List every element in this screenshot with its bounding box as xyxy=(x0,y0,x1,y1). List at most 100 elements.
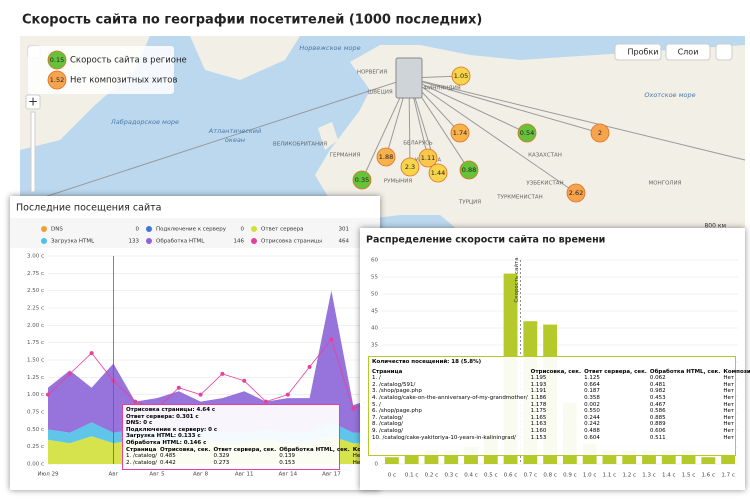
map-label: ТУРКМЕНИСТАН xyxy=(496,195,543,201)
column-header: Обработка HTML, сек. xyxy=(649,368,721,375)
tooltip-table: Страница Отрисовка, сек. Ответ сервера, се… xyxy=(372,369,750,442)
table-cell: 0.586 xyxy=(649,408,666,415)
column-header: Отрисовка, сек. xyxy=(160,446,211,453)
x-tick-label: 0.9 с xyxy=(563,473,577,479)
table-cell: Нет xyxy=(723,375,735,382)
y-tick-label: 2.25 с xyxy=(27,306,44,312)
server-icon xyxy=(395,57,423,99)
map-scale: 800 км xyxy=(704,223,726,230)
table-cell: 1.178 xyxy=(530,401,547,408)
y-tick-label: 40 xyxy=(371,326,378,332)
series-point xyxy=(89,351,94,356)
tooltip: Количество посещений: 18 (5.8%) Страница О… xyxy=(368,356,750,456)
map-label: ВЕЛИКОБРИТАНИЯ xyxy=(273,142,327,148)
series-point xyxy=(329,337,334,342)
chart-title: Последние посещения сайта xyxy=(16,203,162,214)
legend-marker xyxy=(47,70,67,90)
table-row: 7. /catalog/1.165 0.244 0.885 Нет xyxy=(372,415,750,422)
header-bar xyxy=(0,0,750,36)
layers-button[interactable] xyxy=(665,43,711,61)
x-tick-label: Авг 14 xyxy=(278,472,297,478)
series-point xyxy=(67,371,72,376)
region-bubble xyxy=(418,148,438,168)
map-label: ШВЕЦИЯ xyxy=(367,90,393,96)
x-tick-label: 0.5 с xyxy=(484,473,498,479)
table-cell: 0.885 xyxy=(649,414,666,421)
column-header: Композит xyxy=(723,368,750,375)
table-row: 1. / 1.195 1.125 0.062 Нет xyxy=(372,375,750,382)
x-tick-label: Авг 17 xyxy=(322,472,341,478)
x-tick-label: 1.6 с xyxy=(702,473,716,479)
y-tick-label: 3.00 с xyxy=(27,254,44,260)
legend-area xyxy=(10,218,380,248)
region-bubble xyxy=(428,163,448,183)
series-point xyxy=(133,399,138,404)
table-cell: Нет xyxy=(723,381,735,388)
legend-value: 0 xyxy=(136,227,140,233)
table-cell: 7. /catalog/ xyxy=(372,414,404,421)
x-tick-label: Июл 29 xyxy=(37,472,59,478)
legend-label: Загрузка HTML xyxy=(51,239,95,245)
x-tick-label: 1.7 с xyxy=(721,473,735,479)
x-tick-label: 1.4 с xyxy=(662,473,676,479)
y-tick-label: 60 xyxy=(371,258,378,264)
zoom-in[interactable] xyxy=(25,94,41,110)
legend-value: 133 xyxy=(129,239,140,245)
series-point xyxy=(242,378,247,383)
table-row: 2. /catalog/0.442 0.273 0.153 Нет xyxy=(126,460,386,467)
y-tick-label: 0.25 с xyxy=(27,444,44,450)
x-tick-label: 0.2 с xyxy=(425,473,439,479)
map-label: ГЕРМАНИЯ xyxy=(330,153,361,159)
x-tick-label: 0.1 с xyxy=(405,473,419,479)
table-cell: 0.273 xyxy=(213,459,230,466)
table-cell: 0.889 xyxy=(649,421,666,428)
bubble-label: 0.54 xyxy=(520,129,534,137)
map-label: Охотское море xyxy=(644,91,695,99)
bubble-label: 1.11 xyxy=(421,154,435,162)
legend-marker xyxy=(41,226,47,232)
bubble-label: 0.35 xyxy=(355,176,369,184)
legend-value: 464 xyxy=(339,239,350,245)
table-cell: 0.062 xyxy=(649,375,666,382)
table-cell: 0.511 xyxy=(649,434,666,441)
bubble-label: 2.3 xyxy=(405,163,415,171)
table-cell: 0.485 xyxy=(160,453,176,460)
legend-value: 146 xyxy=(234,239,245,245)
y-tick-label: 2.00 с xyxy=(27,323,44,329)
x-tick-label: 0 с xyxy=(388,473,396,479)
region-bubble xyxy=(400,157,420,177)
table-cell: 0.442 xyxy=(160,459,176,466)
series-point xyxy=(264,399,268,404)
y-tick-label: 50 xyxy=(371,292,378,298)
series-point xyxy=(351,406,356,411)
table-cell: 0.002 xyxy=(584,401,600,408)
map-legend xyxy=(28,46,174,94)
traffic-button[interactable] xyxy=(614,43,662,61)
legend-value: 1.52 xyxy=(50,76,64,84)
legend-label: Отрисовка страницы xyxy=(261,239,322,245)
column-header: Страница xyxy=(372,368,403,375)
legend-label: Подключение к серверу xyxy=(156,227,227,233)
series-point xyxy=(220,371,225,376)
legend-label: Нет композитных хитов xyxy=(70,76,178,86)
fullscreen-button[interactable] xyxy=(715,43,733,61)
connection-line xyxy=(408,77,528,134)
table-cell: 2. /catalog/ xyxy=(126,459,158,466)
series-point xyxy=(176,385,181,390)
table-cell: 0.244 xyxy=(584,414,600,421)
table-cell: 1. /catalog/ xyxy=(126,453,158,460)
y-tick-label: 45 xyxy=(371,309,378,315)
table-cell: 1.165 xyxy=(530,414,547,421)
table-cell: 1.186 xyxy=(530,394,547,401)
zoom-slider[interactable] xyxy=(30,111,36,193)
x-tick-label: 1.3 с xyxy=(642,473,656,479)
region-bubble xyxy=(451,66,471,86)
table-cell: 0.153 xyxy=(279,459,295,466)
legend-marker xyxy=(146,226,152,232)
table-header: Страница Отрисовка, сек. Ответ сервера, се… xyxy=(126,447,386,454)
map-label: Атлантический xyxy=(208,127,261,135)
map-label: КАЗАХСТАН xyxy=(528,153,562,159)
map-label: УЗБЕКИСТАН xyxy=(526,181,563,187)
table-cell: Нет xyxy=(723,394,735,401)
